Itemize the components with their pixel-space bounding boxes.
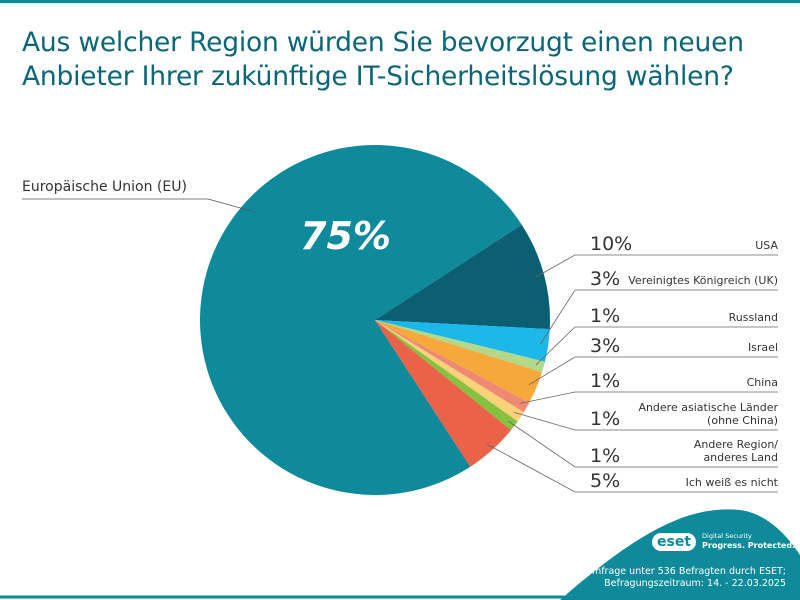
label-pct-8: 5% (590, 470, 620, 492)
label-pct-4: 3% (590, 335, 620, 357)
label-name-8: Ich weiß es nicht (686, 476, 779, 489)
survey-note-1: Umfrage unter 536 Befragten durch ESET; (585, 566, 786, 577)
label-name-5: China (747, 376, 778, 389)
label-name-6: Andere asiatische Länder (638, 401, 778, 414)
label-pct-3: 1% (590, 305, 620, 327)
eset-logo: eset Digital Security Progress. Protected… (652, 532, 795, 551)
label-eu: Europäische Union (EU) (22, 179, 187, 195)
top-accent-bar (0, 0, 800, 3)
label-name-7: anderes Land (703, 451, 778, 464)
pie-slice-2 (375, 320, 550, 362)
label-name-7: Andere Region/ (694, 438, 778, 451)
leader-4 (528, 356, 778, 386)
leader-5 (519, 391, 778, 404)
pie-slice-6 (375, 320, 524, 422)
tagline-1: Digital Security (702, 532, 752, 540)
label-pct-2: 3% (590, 268, 620, 290)
label-pct-5: 1% (590, 370, 620, 392)
chart-title: Aus welcher Region würden Sie bevorzugt … (22, 27, 744, 92)
label-eu-value: 75% (300, 214, 391, 258)
pie-slice-8 (375, 320, 512, 467)
label-pct-7: 1% (590, 445, 620, 467)
leader-8 (486, 443, 778, 493)
leader-6 (513, 412, 778, 431)
survey-note-2: Befragungszeitraum: 14. - 22.03.2025 (604, 578, 786, 589)
survey-note: Umfrage unter 536 Befragten durch ESET; … (585, 566, 786, 590)
pie-slice-4 (375, 320, 542, 403)
pie-slice-3 (375, 320, 545, 373)
label-name-3: Russland (729, 311, 778, 324)
label-name-4: Israel (748, 341, 778, 354)
label-pct-6: 1% (590, 408, 620, 430)
leader-1 (536, 254, 778, 278)
pie-slice-5 (375, 320, 530, 413)
tagline-2: Progress. Protected. (702, 541, 796, 550)
label-name-1: USA (755, 239, 778, 252)
pie-slice-1 (375, 224, 550, 330)
label-name-2: Vereinigtes Königreich (UK) (628, 274, 778, 287)
leader-2 (539, 289, 778, 345)
label-pct-1: 10% (590, 233, 632, 255)
label-name-6: (ohne China) (707, 414, 778, 427)
leader-eu (22, 198, 256, 213)
leader-7 (507, 420, 778, 468)
pie-slice-0 (199, 145, 522, 496)
footer-wave (560, 509, 800, 600)
leader-3 (535, 326, 778, 366)
pie-slice-7 (375, 320, 518, 431)
